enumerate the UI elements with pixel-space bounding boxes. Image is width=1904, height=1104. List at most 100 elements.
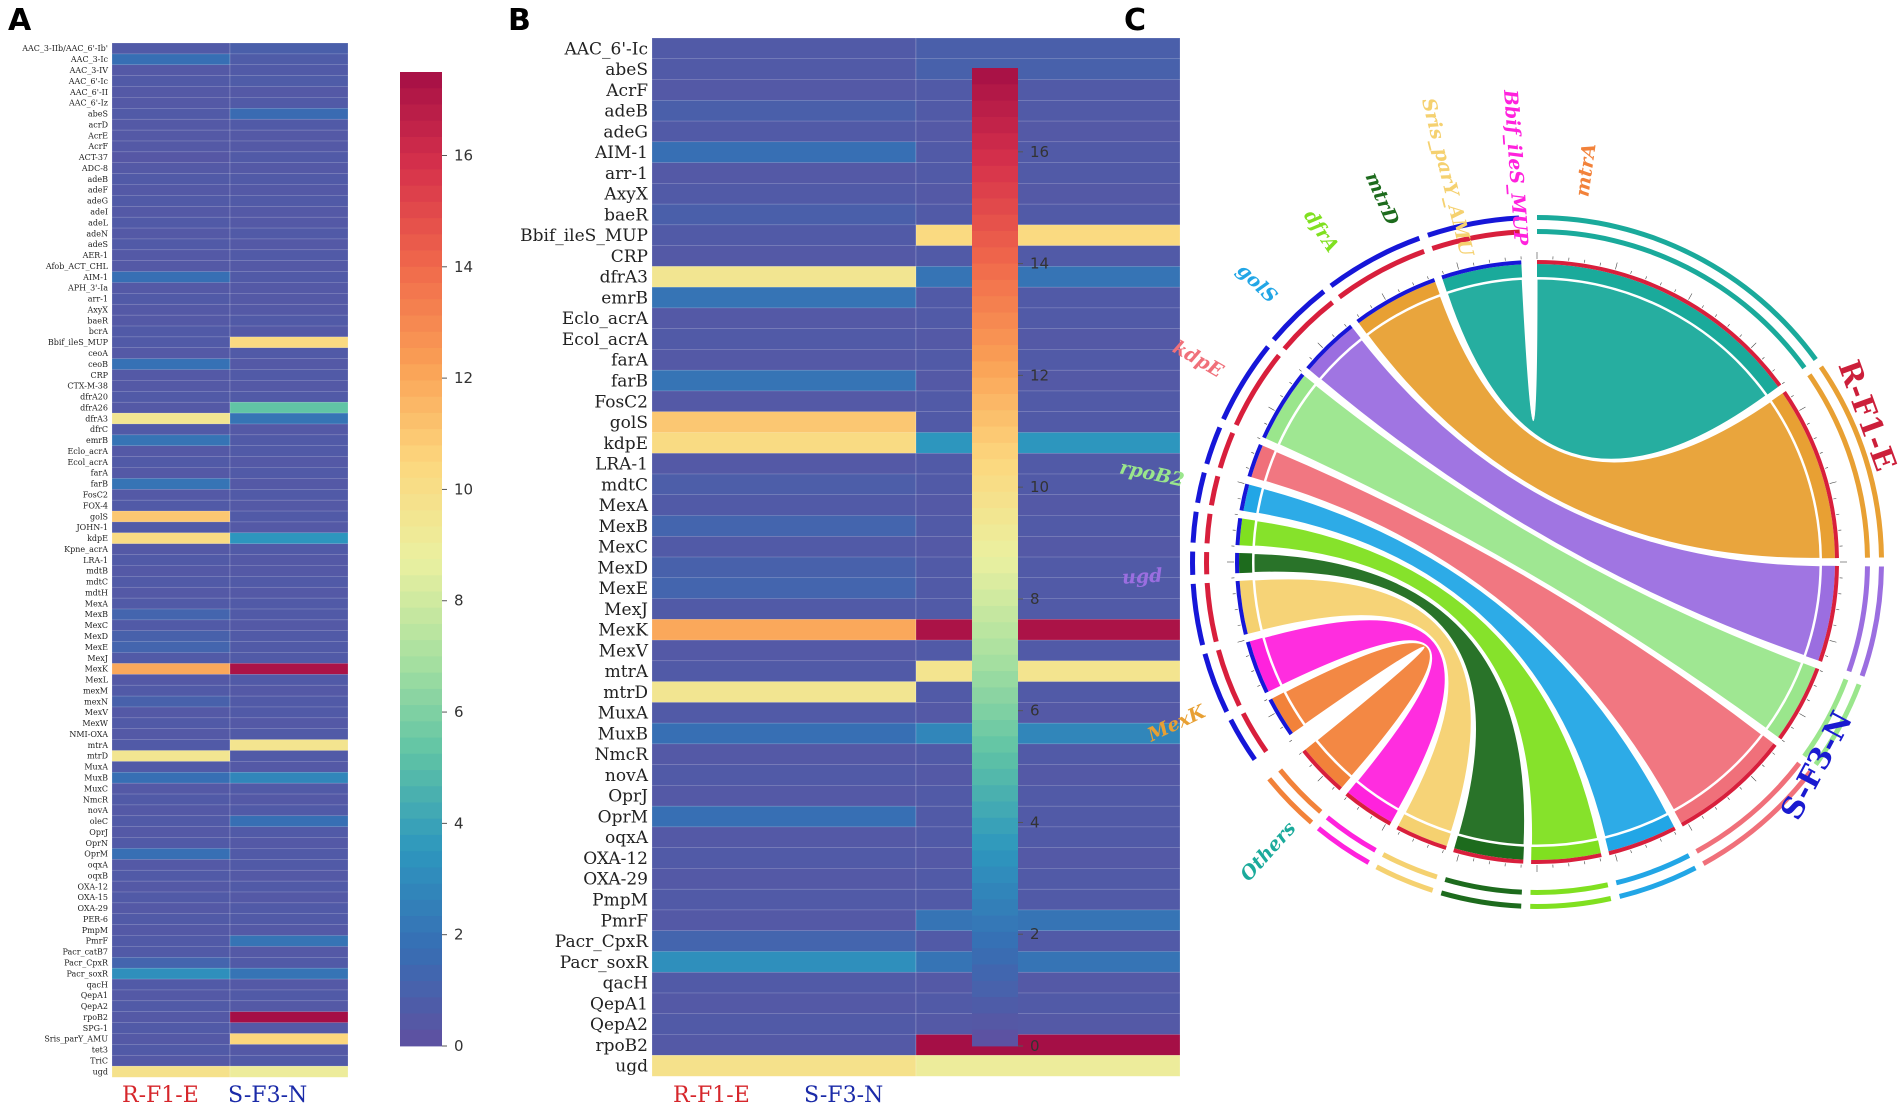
chord-tick — [1739, 334, 1742, 338]
heatmap-cell — [111, 1011, 231, 1024]
colorbar-swatch — [400, 623, 442, 641]
heatmap-cell — [229, 967, 349, 980]
chord-ribbon — [1263, 619, 1446, 810]
colorbar-swatch — [972, 198, 1018, 216]
heatmap-row-label: Eclo_acrA — [67, 447, 108, 456]
heatmap-cell — [915, 660, 1181, 683]
heatmap-cell — [229, 369, 349, 381]
heatmap-row-label: AAC_6'-Ic — [68, 77, 109, 86]
colorbar-swatch — [400, 964, 442, 982]
chord-tick — [1245, 655, 1249, 657]
heatmap-row-label: Pacr_CpxR — [64, 959, 109, 968]
heatmap-cell — [229, 358, 349, 371]
chord-outer-band — [1702, 770, 1813, 866]
colorbar-swatch — [400, 1029, 442, 1047]
chord-ribbon — [1265, 450, 1763, 811]
heatmap-cell — [229, 423, 349, 436]
chord-segment-label: mtrD — [1361, 169, 1404, 229]
colorbar-swatch — [972, 84, 1018, 101]
heatmap-cell — [651, 1034, 917, 1056]
chord-tick — [1397, 289, 1400, 293]
heatmap-row-label: abeS — [605, 60, 648, 80]
colorbar-swatch — [400, 640, 442, 657]
heatmap-cell — [229, 434, 349, 447]
heatmap-row-label: LRA-1 — [595, 455, 648, 475]
colorbar-swatch — [972, 622, 1018, 639]
colorbar-swatch — [972, 752, 1018, 770]
heatmap-row-label: AcrE — [87, 131, 108, 140]
chord-outer-band — [1208, 475, 1221, 506]
chord-tick — [1456, 262, 1459, 270]
colorbar-swatch — [400, 883, 442, 901]
colorbar-swatch — [400, 104, 442, 122]
colorbar-tick-label: 8 — [1030, 590, 1040, 608]
heatmap-cell — [229, 619, 349, 632]
heatmap-cell — [229, 249, 349, 262]
heatmap-cell — [651, 452, 917, 475]
chord-outer-band — [1325, 815, 1377, 853]
colorbar-swatch — [400, 526, 442, 544]
colorbar-swatch — [400, 315, 442, 333]
heatmap-cell — [111, 576, 231, 588]
colorbar-tick-label: 0 — [1030, 1037, 1040, 1055]
heatmap-row-label: MexK — [85, 665, 109, 674]
heatmap-row-label: dfrA20 — [80, 393, 108, 402]
heatmap-cell — [111, 630, 231, 643]
chord-outer-band — [1216, 649, 1242, 707]
chord-outer-band — [1240, 712, 1269, 754]
colorbar-tick-label: 16 — [1030, 143, 1049, 161]
colorbar-swatch — [972, 589, 1018, 607]
heatmap-cell — [229, 804, 349, 817]
heatmap-row-label: adeI — [90, 208, 108, 217]
heatmap-cell — [111, 249, 231, 262]
heatmap-row-label: PmrF — [601, 911, 649, 931]
chord-outer-band — [1217, 431, 1236, 469]
colorbar-swatch — [400, 705, 442, 722]
heatmap-cell — [651, 888, 917, 911]
chord-outer-band — [1221, 345, 1270, 421]
chord-tick — [1790, 395, 1794, 398]
chord-segment-arc — [1771, 393, 1835, 559]
chord-tick — [1237, 498, 1241, 500]
heatmap-row-label: novA — [88, 806, 108, 815]
heatmap-cell — [111, 456, 231, 469]
heatmap-row-label: MexE — [85, 643, 108, 652]
heatmap-cell — [651, 515, 917, 537]
heatmap-row-label: baeR — [604, 205, 649, 225]
heatmap-cell — [111, 347, 231, 360]
colorbar-swatch — [400, 559, 442, 576]
heatmap-cell — [651, 494, 917, 517]
heatmap-row-label: emrB — [601, 288, 648, 308]
colorbar-swatch — [400, 786, 442, 803]
heatmap-cell — [651, 307, 917, 330]
heatmap-cell — [111, 64, 231, 77]
heatmap-cell — [229, 837, 349, 849]
heatmap-row-label: MexK — [598, 621, 648, 641]
heatmap-row-label: arr-1 — [88, 295, 108, 304]
heatmap-cell — [111, 216, 231, 229]
chord-tick — [1289, 381, 1293, 385]
heatmap-row-label: baeR — [87, 316, 109, 325]
chord-tick — [1701, 815, 1704, 819]
colorbar-swatch — [972, 165, 1018, 183]
heatmap-row-label: Pacr_soxR — [560, 953, 650, 973]
heatmap-cell — [229, 543, 349, 556]
colorbar-swatch — [972, 866, 1018, 884]
chord-ribbon — [1257, 487, 1668, 838]
chord-tick — [1309, 357, 1313, 360]
heatmap-cell — [651, 349, 917, 371]
heatmap-cell — [111, 510, 231, 523]
heatmap-cell — [229, 162, 349, 175]
heatmap-row-label: MuxB — [84, 773, 108, 782]
heatmap-cell — [111, 597, 231, 610]
heatmap-cell — [229, 129, 349, 142]
colorbar-swatch — [400, 169, 442, 187]
chord-tick — [1599, 858, 1601, 862]
heatmap-row-label: oqxA — [605, 828, 649, 848]
heatmap-cell — [651, 369, 917, 392]
colorbar-swatch — [972, 654, 1018, 672]
chord-group-band — [1356, 278, 1436, 324]
heatmap-row-label: AAC_3-IIb/AAC_6'-Ib' — [21, 44, 108, 53]
chord-tick — [1299, 752, 1302, 755]
